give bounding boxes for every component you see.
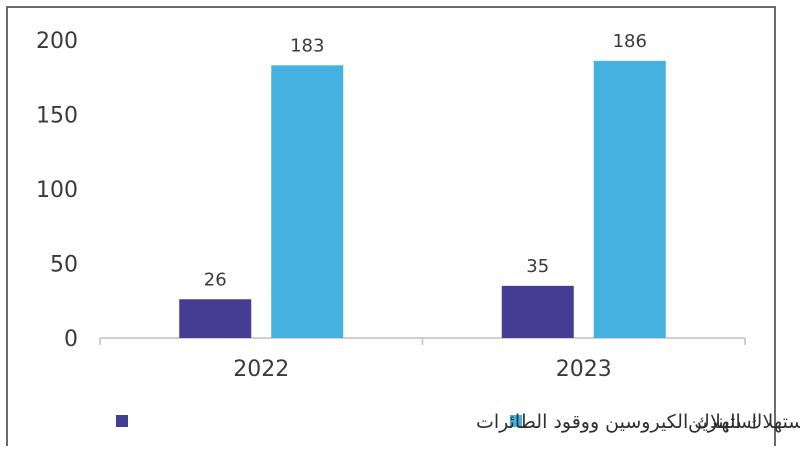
y-tick-label: 0 bbox=[64, 327, 78, 352]
bar-2023-series-2 bbox=[593, 60, 666, 339]
legend-swatch-kerosene bbox=[116, 415, 128, 427]
data-label: 26 bbox=[204, 269, 227, 290]
bar-2022-series-1 bbox=[179, 299, 252, 338]
bar-2022-series-2 bbox=[271, 65, 344, 338]
y-tick-label: 150 bbox=[36, 104, 78, 129]
data-label: 183 bbox=[290, 35, 324, 56]
y-tick-label: 50 bbox=[50, 253, 78, 278]
bar-2023-series-1 bbox=[501, 285, 574, 338]
data-label: 186 bbox=[613, 31, 647, 52]
x-tick-label: 2022 bbox=[233, 357, 289, 382]
data-label: 35 bbox=[526, 256, 549, 277]
y-tick-label: 200 bbox=[36, 29, 78, 54]
legend-swatch-gasoline bbox=[510, 415, 522, 427]
x-tick-label: 2023 bbox=[556, 357, 612, 382]
legend-label-kerosene: استهلاك الكيروسين ووقود الطائرات bbox=[476, 411, 757, 433]
legend-label-gasoline: استهلاك البنزين bbox=[688, 411, 800, 433]
chart-frame bbox=[6, 6, 776, 446]
y-tick-label: 100 bbox=[36, 178, 78, 203]
